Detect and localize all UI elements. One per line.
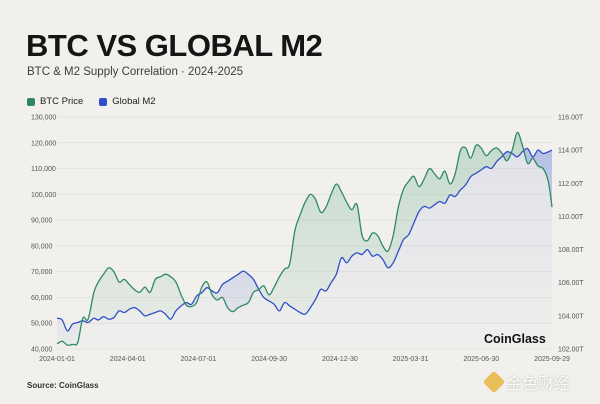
legend-swatch-btc (27, 97, 35, 106)
y-left-tick-label: 130,000 (31, 115, 56, 122)
y-left-tick-label: 100,000 (31, 192, 56, 199)
coinglass-brand-label: CoinGlass (484, 332, 546, 346)
y-left-tick-label: 70,000 (31, 269, 53, 276)
source-note: Source: CoinGlass (27, 381, 99, 390)
x-tick-label: 2025-09-29 (534, 356, 570, 363)
x-tick-label: 2024-12-30 (322, 356, 358, 363)
axis-ticks: 40,000 50,000 60,000 70,000 80,000 90,000 100,… (31, 115, 584, 364)
fill-area (57, 132, 552, 349)
y-right-tick-label: 110.00T (558, 214, 584, 221)
y-right-tick-label: 112.00T (558, 181, 584, 188)
x-tick-label: 2024-09-30 (251, 356, 287, 363)
x-tick-label: 2025-06-30 (463, 356, 499, 363)
y-left-tick-label: 80,000 (31, 243, 53, 250)
y-right-tick-label: 114.00T (558, 148, 584, 155)
x-tick-label: 2025-03-31 (393, 356, 429, 363)
x-tick-label: 2024-07-01 (181, 356, 217, 363)
legend-item-m2[interactable]: Global M2 (99, 96, 156, 107)
legend-label-btc: BTC Price (40, 96, 84, 107)
x-tick-label: 2024-04-01 (110, 356, 146, 363)
y-left-tick-label: 120,000 (31, 140, 56, 147)
y-right-tick-label: 108.00T (558, 247, 584, 254)
legend-label-m2: Global M2 (112, 96, 156, 107)
y-left-tick-label: 40,000 (31, 347, 53, 354)
y-left-tick-label: 60,000 (31, 295, 53, 302)
y-right-tick-label: 104.00T (558, 313, 584, 320)
page-subtitle: BTC & M2 Supply Correlation · 2024-2025 (27, 66, 244, 78)
y-left-tick-label: 110,000 (31, 166, 56, 173)
x-tick-label: 2024-01-01 (39, 356, 75, 363)
y-right-tick-label: 116.00T (558, 115, 584, 122)
y-left-tick-label: 90,000 (31, 218, 53, 225)
y-right-tick-label: 106.00T (558, 280, 584, 287)
m2-base-fill (57, 148, 552, 349)
watermark-text: 金色财经 (506, 376, 571, 393)
page-title: BTC VS GLOBAL M2 (26, 28, 323, 63)
legend: BTC Price Global M2 (27, 96, 156, 107)
legend-swatch-m2 (99, 97, 108, 106)
legend-item-btc[interactable]: BTC Price (27, 96, 83, 107)
watermark-logo-icon (482, 370, 506, 394)
watermark: 金色财经 (482, 370, 571, 394)
y-left-tick-label: 50,000 (31, 321, 53, 328)
y-right-tick-label: 102.00T (558, 347, 584, 354)
series-lines (56, 131, 553, 346)
